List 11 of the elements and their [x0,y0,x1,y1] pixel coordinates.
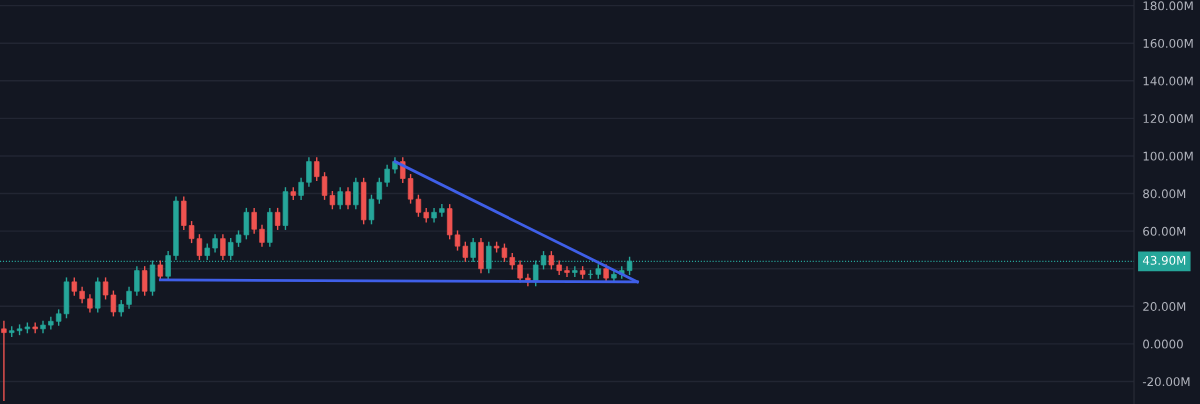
y-tick-label: 60.00M [1143,226,1186,236]
y-tick-label: -20.00M [1142,377,1190,387]
y-tick-label: 100.00M [1143,151,1193,161]
y-tick-label: 20.00M [1143,302,1186,311]
y-tick-label: 0.0000 [1143,339,1183,349]
y-tick-label: 80.00M [1143,189,1186,199]
ref-line-label: 43.90M [1142,255,1186,265]
y-tick-label: 120.00M [1143,114,1193,124]
y-tick-label: 160.00M [1143,38,1193,48]
y-tick-label: 180.00M [1143,1,1193,11]
y-tick-label: 140.00M [1143,76,1193,86]
